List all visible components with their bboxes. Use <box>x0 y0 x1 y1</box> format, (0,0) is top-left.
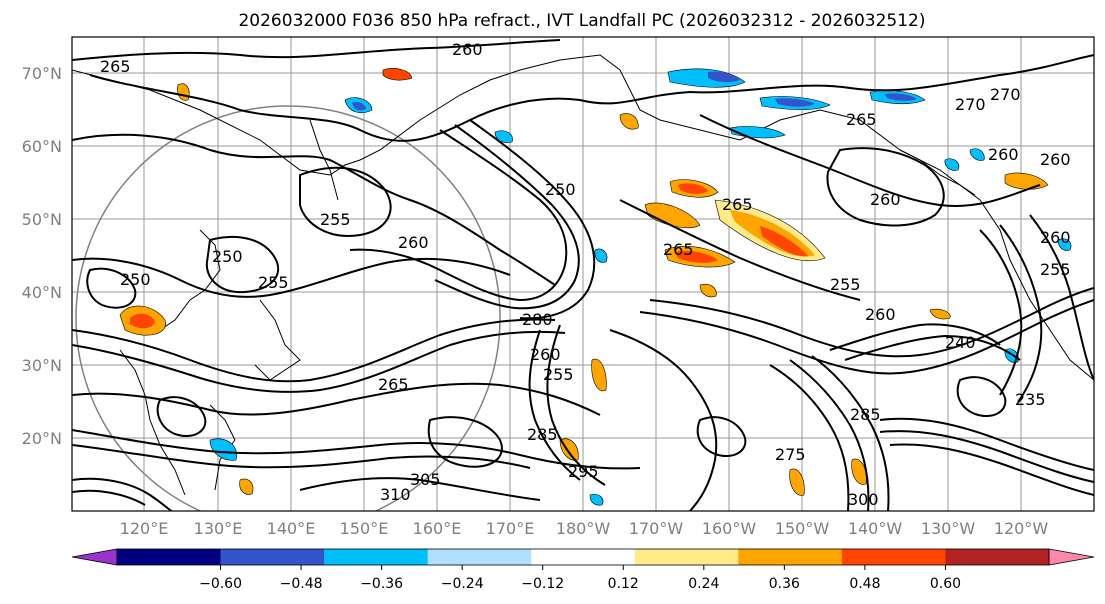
lon-label: 140°W <box>848 519 903 538</box>
colorbar-segment <box>634 549 739 565</box>
lat-label: 20°N <box>22 429 62 448</box>
lon-label: 170°E <box>486 519 535 538</box>
contour-label: 260 <box>870 190 901 209</box>
colorbar-tick-label: −0.36 <box>360 576 403 592</box>
lon-label: 130°E <box>194 519 243 538</box>
contour-label: 260 <box>1040 228 1071 247</box>
colorbar-tick-label: 0.12 <box>608 576 639 592</box>
contour-label: 265 <box>846 110 877 129</box>
figure-title: 2026032000 F036 850 hPa refract., IVT La… <box>238 11 925 31</box>
lon-label: 180°W <box>556 519 611 538</box>
contour-label: 235 <box>1015 390 1046 409</box>
lat-label: 60°N <box>22 137 62 156</box>
colorbar-tick-label: −0.24 <box>441 576 484 592</box>
lon-label: 120°W <box>994 519 1049 538</box>
contour-label-group: 260 265 270 270 265 260 260 260 265 265 … <box>100 40 1071 509</box>
contour-label: 255 <box>830 275 861 294</box>
positive-anomaly-patches <box>119 68 1049 496</box>
colorbar-segment <box>220 549 325 565</box>
contour-label: 260 <box>1040 150 1071 169</box>
lon-label: 150°E <box>340 519 389 538</box>
longitude-labels: 120°E 130°E 140°E 150°E 160°E 170°E 180°… <box>120 519 1049 538</box>
contour-label: 310 <box>380 485 411 504</box>
colorbar-extend-high <box>1048 548 1095 566</box>
contour-label: 260 <box>530 345 561 364</box>
contour-label: 260 <box>865 305 896 324</box>
contour-label: 250 <box>120 270 151 289</box>
contour-label: 270 <box>955 95 986 114</box>
contour-label: 250 <box>545 180 576 199</box>
contour-label: 255 <box>1040 260 1071 279</box>
contour-label: 280 <box>522 310 553 329</box>
colorbar-segment <box>324 549 429 565</box>
contour-label: 270 <box>990 85 1021 104</box>
contour-label: 260 <box>452 40 483 59</box>
contour-label: 300 <box>848 490 879 509</box>
colorbar-segment <box>531 549 636 565</box>
lat-label: 70°N <box>22 64 62 83</box>
colorbar-segment <box>427 549 532 565</box>
lon-label: 140°E <box>267 519 316 538</box>
lon-label: 170°W <box>629 519 684 538</box>
colorbar-segment <box>945 549 1050 565</box>
contour-label: 260 <box>988 145 1019 164</box>
contour-label: 255 <box>320 210 351 229</box>
colorbar-extend-low <box>71 548 118 566</box>
refractivity-contours <box>72 39 1094 511</box>
contour-label: 305 <box>410 470 441 489</box>
map-panel: 260 265 270 270 265 260 260 260 265 265 … <box>71 36 1095 512</box>
colorbar-tick-label: 0.24 <box>688 576 719 592</box>
lat-label: 50°N <box>22 210 62 229</box>
lat-label: 30°N <box>22 356 62 375</box>
contour-label: 260 <box>398 233 429 252</box>
contour-label: 265 <box>100 57 131 76</box>
lon-label: 130°W <box>921 519 976 538</box>
colorbar-segment <box>117 549 222 565</box>
map-frame <box>71 36 1095 512</box>
contour-label: 250 <box>212 247 243 266</box>
contour-label: 275 <box>775 445 806 464</box>
lat-label: 40°N <box>22 283 62 302</box>
colorbar-segment <box>738 549 843 565</box>
colorbar-tick-label: −0.60 <box>199 576 242 592</box>
contour-label: 295 <box>568 462 599 481</box>
colorbar-frame <box>116 548 1050 566</box>
lon-label: 120°E <box>120 519 169 538</box>
negative-anomaly-patches <box>209 68 1072 506</box>
contour-label: 265 <box>378 375 409 394</box>
latitude-labels: 70°N 60°N 50°N 40°N 30°N 20°N <box>22 64 62 448</box>
colorbar: −0.60 −0.48 −0.36 −0.24 −0.12 0.12 0.24 0.36 0.4… <box>71 548 1095 592</box>
lon-label: 150°W <box>775 519 830 538</box>
colorbar-tick-label: 0.60 <box>930 576 961 592</box>
colorbar-segment <box>841 549 946 565</box>
contour-label: 285 <box>527 425 558 444</box>
contour-label: 240 <box>945 333 976 352</box>
colorbar-tick-label: 0.48 <box>849 576 880 592</box>
contour-label: 255 <box>258 273 289 292</box>
lon-label: 160°E <box>413 519 462 538</box>
contour-label: 265 <box>722 195 753 214</box>
colorbar-tick-label: 0.36 <box>769 576 800 592</box>
colorbar-tick-label: −0.12 <box>521 576 564 592</box>
lon-label: 160°W <box>702 519 757 538</box>
contour-label: 255 <box>543 365 574 384</box>
contour-label: 285 <box>850 405 881 424</box>
colorbar-tick-label: −0.48 <box>280 576 323 592</box>
contour-label: 265 <box>663 240 694 259</box>
range-ring <box>75 105 501 511</box>
